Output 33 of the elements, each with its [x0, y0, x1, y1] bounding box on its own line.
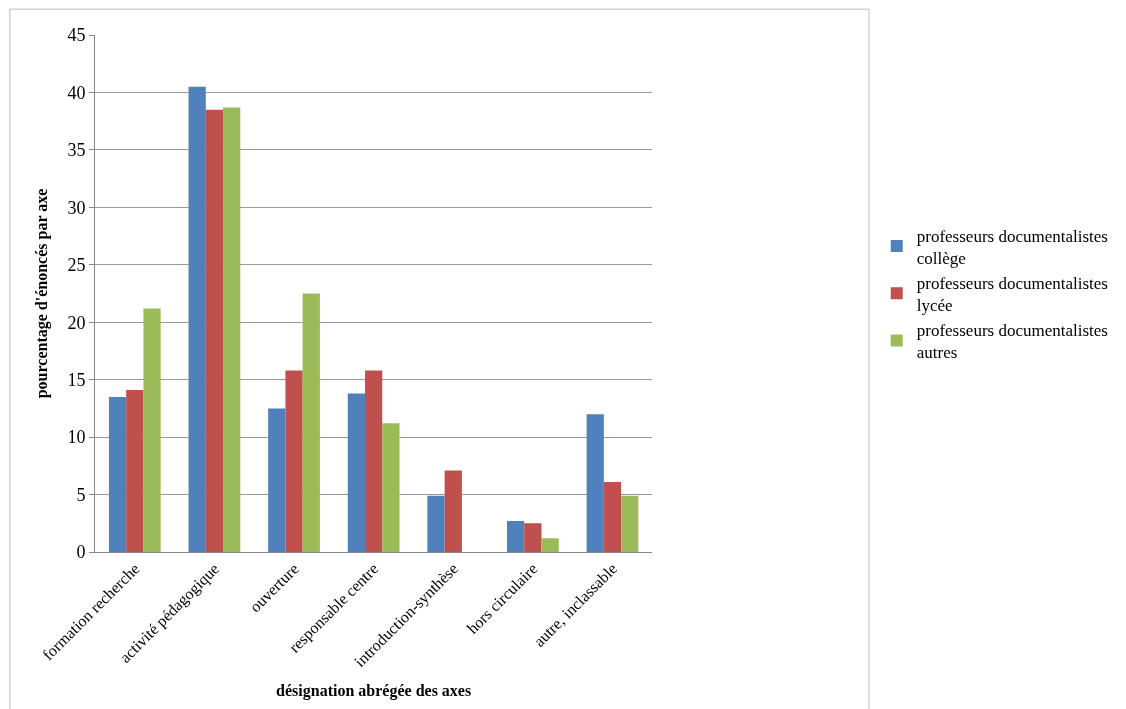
bar	[347, 393, 366, 552]
bar	[506, 520, 525, 552]
bar	[427, 495, 445, 552]
bar	[541, 538, 559, 552]
y-tick-label: 45	[67, 25, 86, 46]
y-tick-label: 10	[67, 427, 86, 448]
y-axis-title: pourcentage d'énoncés par axe	[33, 188, 52, 399]
bar	[223, 107, 241, 552]
y-tick-label: 20	[67, 312, 86, 333]
bar	[143, 308, 161, 552]
bar	[365, 370, 383, 552]
bar	[268, 408, 286, 552]
bar	[126, 390, 144, 552]
y-tick-label: 25	[67, 255, 86, 276]
bar	[603, 481, 622, 552]
bar	[205, 109, 224, 552]
bar	[586, 414, 604, 552]
y-tick-label: 5	[76, 484, 86, 505]
bar	[188, 86, 206, 552]
bar	[524, 523, 542, 552]
bar	[382, 423, 400, 552]
x-axis-title: désignation abrégée des axes	[276, 682, 472, 701]
bar	[108, 396, 127, 552]
bar	[621, 495, 639, 552]
legend-label: professeurs documentalistes autres	[916, 321, 1108, 363]
y-tick-label: 30	[67, 197, 86, 218]
bar	[444, 470, 462, 552]
bar	[285, 370, 303, 552]
y-tick-label: 0	[76, 542, 86, 563]
y-tick-label: 40	[67, 82, 86, 103]
y-tick-label: 35	[67, 140, 86, 161]
y-tick-label: 15	[67, 369, 86, 390]
bar	[302, 293, 320, 552]
